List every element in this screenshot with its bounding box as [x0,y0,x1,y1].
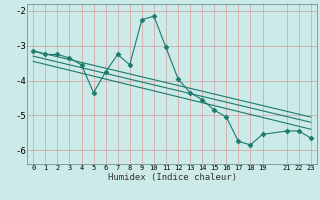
X-axis label: Humidex (Indice chaleur): Humidex (Indice chaleur) [108,173,236,182]
